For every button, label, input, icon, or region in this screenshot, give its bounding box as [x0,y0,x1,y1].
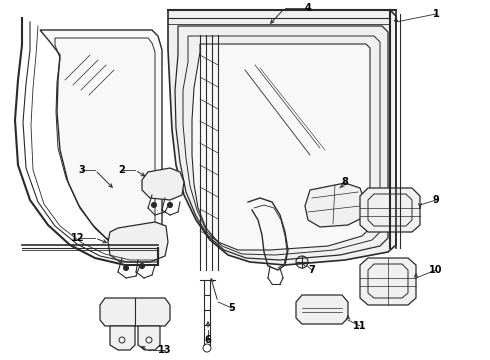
Text: 4: 4 [305,3,311,13]
Circle shape [168,202,172,207]
Polygon shape [192,44,370,250]
Polygon shape [110,326,135,350]
Text: 7: 7 [309,265,316,275]
Polygon shape [296,295,348,324]
Polygon shape [360,258,416,305]
Polygon shape [40,30,162,248]
Circle shape [123,266,128,270]
Text: 5: 5 [229,303,235,313]
Polygon shape [138,326,160,350]
Text: 13: 13 [158,345,172,355]
Text: 1: 1 [433,9,440,19]
Polygon shape [305,183,365,227]
Text: 3: 3 [78,165,85,175]
Text: 2: 2 [119,165,125,175]
Text: 8: 8 [342,177,348,187]
Text: 12: 12 [71,233,85,243]
Polygon shape [168,10,396,265]
Polygon shape [100,298,170,326]
Circle shape [151,202,156,207]
Polygon shape [142,168,184,200]
Text: 10: 10 [429,265,443,275]
Text: 11: 11 [353,321,367,331]
Text: 6: 6 [205,335,211,345]
Text: 9: 9 [433,195,440,205]
Polygon shape [108,222,168,262]
Polygon shape [360,188,420,232]
Circle shape [140,264,145,269]
